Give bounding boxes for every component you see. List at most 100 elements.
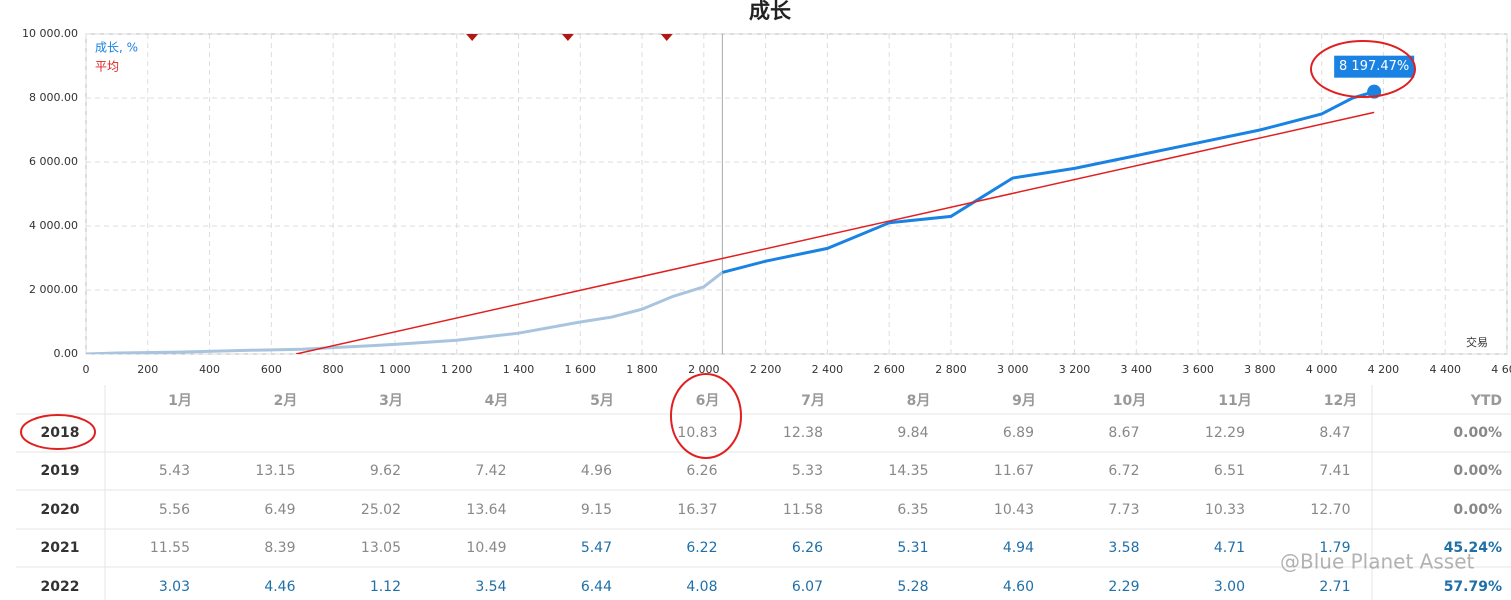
line-series — [86, 271, 724, 354]
table-cell: 6.07 — [792, 579, 823, 595]
y-tick-label: 2 000.00 — [29, 283, 78, 296]
table-cell: 7.42 — [475, 463, 506, 479]
table-cell: 6.26 — [792, 540, 823, 556]
table-cell: 5.47 — [581, 540, 612, 556]
x-tick-label: 0 — [83, 363, 90, 376]
column-header: 4月 — [485, 393, 509, 409]
table-cell: 10.83 — [677, 425, 717, 441]
table-cell: 9.15 — [581, 502, 612, 518]
table-cell: 25.02 — [361, 502, 401, 518]
table-cell: 11.55 — [150, 540, 190, 556]
x-tick-label: 1 800 — [626, 363, 658, 376]
y-tick-label: 0.00 — [54, 347, 79, 360]
x-tick-label: 1 200 — [441, 363, 473, 376]
data-label: 8 197.47% — [1339, 59, 1409, 74]
table-cell: 5.43 — [159, 463, 190, 479]
x-tick-label: 4 600 — [1491, 363, 1511, 376]
table-cell: 13.64 — [466, 502, 506, 518]
table-cell: 8.67 — [1108, 425, 1139, 441]
annotation-circle — [670, 373, 742, 459]
table-cell: 6.51 — [1214, 463, 1245, 479]
y-tick-label: 8 000.00 — [29, 91, 78, 104]
table-cell: 5.33 — [792, 463, 823, 479]
x-tick-label: 200 — [137, 363, 158, 376]
table-cell: 3.03 — [159, 579, 190, 595]
event-marker — [561, 34, 574, 41]
table-cell: 9.62 — [370, 463, 401, 479]
column-header: 10月 — [1113, 393, 1146, 409]
table-cell: 3.58 — [1108, 540, 1139, 556]
x-tick-label: 400 — [199, 363, 220, 376]
table-cell: 4.46 — [264, 579, 295, 595]
table-cell: 4.96 — [581, 463, 612, 479]
x-tick-label: 600 — [261, 363, 282, 376]
column-header: 2月 — [274, 393, 298, 409]
event-marker — [466, 34, 479, 41]
tooltip-box — [1334, 55, 1415, 78]
column-header: YTD — [1470, 393, 1502, 409]
x-axis-label: 交易 — [1466, 335, 1488, 349]
watermark: @Blue Planet Asset — [1280, 550, 1474, 574]
table-cell: 11.67 — [994, 463, 1034, 479]
table-cell: 6.26 — [686, 463, 717, 479]
x-tick-label: 3 800 — [1244, 363, 1276, 376]
x-tick-label: 2 400 — [812, 363, 844, 376]
table-cell: 4.08 — [686, 579, 717, 595]
x-tick-label: 4 000 — [1306, 363, 1338, 376]
column-header: 1月 — [168, 393, 192, 409]
x-tick-label: 800 — [323, 363, 344, 376]
row-header: 2018 — [41, 425, 80, 441]
y-tick-label: 6 000.00 — [29, 155, 78, 168]
table-cell: 2.29 — [1108, 579, 1139, 595]
x-tick-label: 1 400 — [503, 363, 535, 376]
table-cell: 1.12 — [370, 579, 401, 595]
event-marker — [660, 34, 673, 41]
x-tick-label: 3 600 — [1182, 363, 1214, 376]
x-tick-label: 4 400 — [1429, 363, 1461, 376]
table-cell: 2.71 — [1319, 579, 1350, 595]
y-tick-label: 4 000.00 — [29, 219, 78, 232]
y-tick-label: 10 000.00 — [22, 27, 78, 40]
table-cell: 16.37 — [677, 502, 717, 518]
table-cell: 13.05 — [361, 540, 401, 556]
x-tick-label: 1 000 — [379, 363, 411, 376]
x-tick-label: 3 000 — [997, 363, 1029, 376]
table-cell: 0.00% — [1453, 502, 1502, 518]
table-cell: 6.22 — [686, 540, 717, 556]
table-cell: 45.24% — [1444, 540, 1502, 556]
row-header: 2022 — [41, 579, 80, 595]
table-cell: 6.35 — [897, 502, 928, 518]
table-cell: 7.41 — [1319, 463, 1350, 479]
table-cell: 8.47 — [1319, 425, 1350, 441]
x-tick-label: 4 200 — [1368, 363, 1400, 376]
annotation-circle — [20, 414, 96, 450]
table-cell: 14.35 — [888, 463, 928, 479]
x-tick-label: 2 600 — [873, 363, 905, 376]
x-tick-label: 1 600 — [565, 363, 597, 376]
table-cell: 10.43 — [994, 502, 1034, 518]
column-header: 12月 — [1324, 393, 1357, 409]
plot: 0.00 2 000.00 4 000.00 6 000.00 8 000.00 10 0… — [22, 27, 1511, 376]
x-tick-label: 3 400 — [1121, 363, 1153, 376]
row-header: 2020 — [41, 502, 80, 518]
x-tick-label: 2 200 — [750, 363, 782, 376]
legend-entry: 成长, % — [95, 41, 138, 55]
x-tick-label: 2 000 — [688, 363, 720, 376]
table-cell: 3.00 — [1214, 579, 1245, 595]
row-header: 2019 — [41, 463, 80, 479]
table-cell: 4.60 — [1003, 579, 1034, 595]
table-cell: 10.33 — [1205, 502, 1245, 518]
table-cell: 5.28 — [897, 579, 928, 595]
table-cell: 5.31 — [897, 540, 928, 556]
table-cell: 10.49 — [466, 540, 506, 556]
x-tick-label: 3 200 — [1059, 363, 1091, 376]
column-header: 9月 — [1012, 393, 1036, 409]
annotation-circle — [1310, 40, 1416, 98]
table-cell: 1.79 — [1319, 540, 1350, 556]
table: 1月 2月 3月 4月 5月 6月 7月 8月 9月 10月 11月 12月 YTD 2018 10.83 1… — [16, 385, 1511, 600]
table-cell: 12.70 — [1310, 502, 1350, 518]
table-cell: 11.58 — [783, 502, 823, 518]
table-cell: 3.54 — [475, 579, 506, 595]
table-cell: 9.84 — [897, 425, 928, 441]
